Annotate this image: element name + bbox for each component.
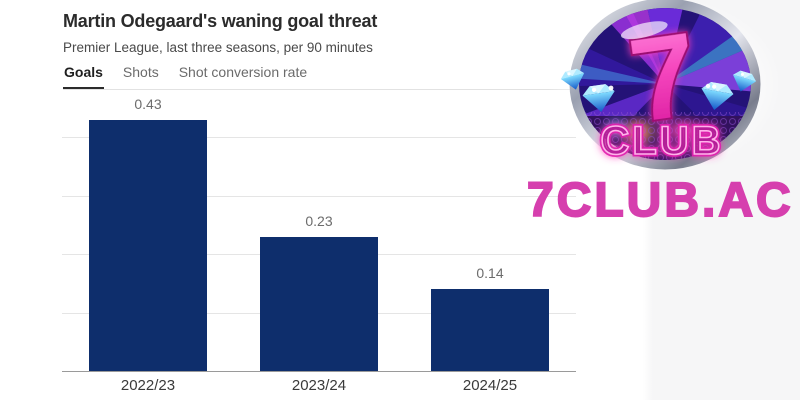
bar-2024-25[interactable] <box>431 289 549 371</box>
tab-goals[interactable]: Goals <box>63 64 104 90</box>
metric-tabs: Goals Shots Shot conversion rate <box>63 64 308 90</box>
bar-value-label: 0.43 <box>134 96 162 112</box>
x-axis-tick-label: 2024/25 <box>462 377 518 394</box>
diamond-gem-left-small <box>560 68 585 90</box>
tabs-divider <box>63 89 591 90</box>
page-title: Martin Odegaard's waning goal threat <box>63 11 378 31</box>
diamond-gem-right-small <box>733 70 757 92</box>
x-axis-tick-label: 2022/23 <box>120 377 176 394</box>
x-axis-tick-label: 2023/24 <box>291 377 347 394</box>
diamond-gem-left-large <box>582 84 615 113</box>
sparkle <box>608 85 614 91</box>
gridline-0.3 <box>62 195 576 197</box>
goals-bar-chart: 0.43 2022/23 0.23 2023/24 0.14 2024/25 <box>62 96 576 394</box>
seven-club-logo-svg: 7 <box>548 0 782 172</box>
bar-2022-23[interactable] <box>89 120 207 371</box>
bar-2023-24[interactable] <box>260 237 378 371</box>
logo-club-text: CLUB CLUB <box>598 117 723 166</box>
x-axis-line <box>62 371 576 372</box>
tab-shots[interactable]: Shots <box>122 64 160 90</box>
svg-text:CLUB: CLUB <box>600 119 723 163</box>
gridline-0.4 <box>62 137 576 139</box>
bar-value-label: 0.23 <box>305 213 333 229</box>
page-subtitle: Premier League, last three seasons, per … <box>63 40 373 55</box>
site-watermark-text: 7CLUB.AC <box>526 173 794 228</box>
bar-value-label: 0.14 <box>476 265 504 281</box>
svg-text:CLUB: CLUB <box>600 119 723 163</box>
tab-shot-conversion-rate[interactable]: Shot conversion rate <box>178 64 308 90</box>
sparkle <box>705 83 711 89</box>
seven-club-logo: 7 <box>548 0 782 172</box>
